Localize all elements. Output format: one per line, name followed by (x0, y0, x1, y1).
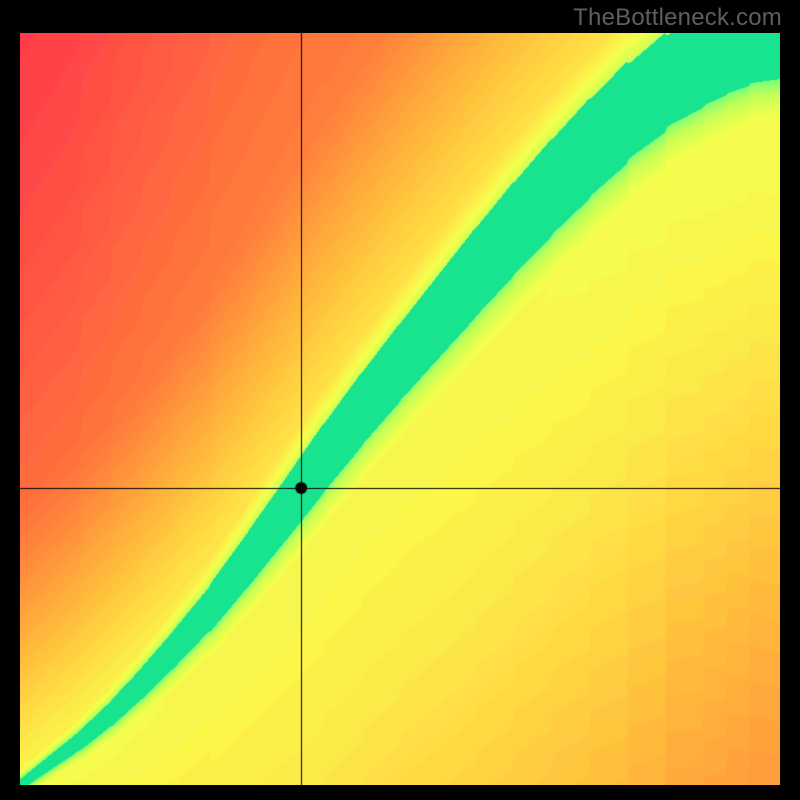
chart-container: TheBottleneck.com (0, 0, 800, 800)
plot-frame (20, 33, 780, 785)
heatmap-canvas (20, 33, 780, 785)
watermark-text: TheBottleneck.com (573, 4, 782, 32)
